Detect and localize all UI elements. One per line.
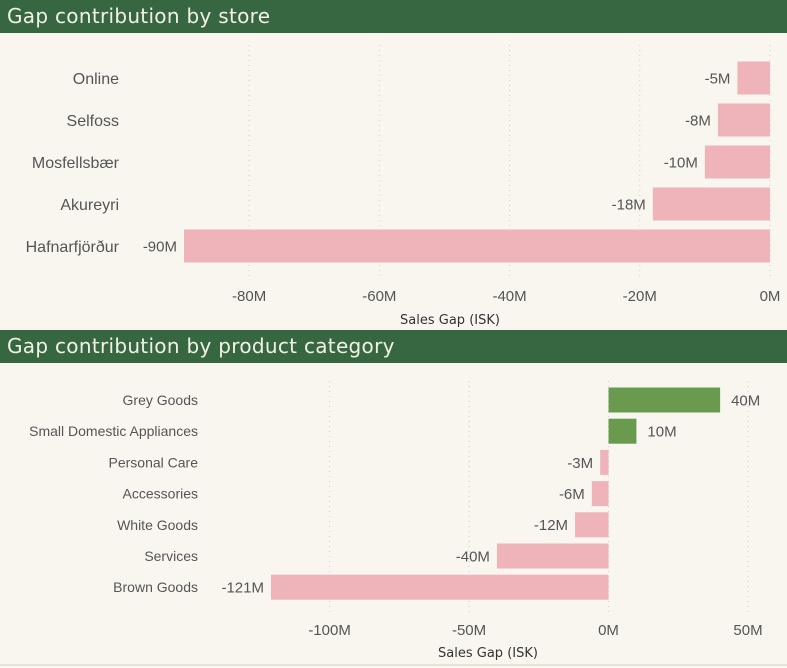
store-data-label: -5M bbox=[705, 70, 731, 87]
store-x-tick-label: -20M bbox=[623, 288, 657, 305]
category-gap-chart: -100M -50M 0M 50M Grey Goods 40M Small Domesti… bbox=[29, 381, 763, 661]
category-data-label: -12M bbox=[534, 517, 568, 534]
store-x-tick-label: 0M bbox=[760, 288, 781, 305]
store-bar bbox=[737, 61, 770, 95]
category-category-label: Accessories bbox=[123, 486, 198, 502]
store-x-tick-label: -40M bbox=[492, 288, 526, 305]
store-bar bbox=[717, 103, 770, 137]
bottom-divider bbox=[0, 664, 787, 666]
store-bar bbox=[184, 229, 770, 263]
category-x-axis-title: Sales Gap (ISK) bbox=[438, 646, 538, 661]
store-x-axis-title: Sales Gap (ISK) bbox=[400, 313, 500, 328]
store-category-label: Hafnarfjörður bbox=[26, 239, 120, 256]
category-bar bbox=[271, 574, 609, 600]
store-data-label: -18M bbox=[612, 196, 646, 213]
category-category-label: Personal Care bbox=[109, 454, 199, 470]
category-bar bbox=[575, 512, 609, 538]
store-category-label: Akureyri bbox=[60, 197, 119, 214]
category-data-label: -40M bbox=[456, 548, 490, 565]
store-gap-chart: -80M -60M -40M -20M 0M Online -5M Selfoss -8M Mos… bbox=[26, 45, 781, 328]
category-data-label: -6M bbox=[559, 486, 585, 503]
category-x-tick-label: 0M bbox=[598, 622, 619, 639]
store-x-tick-label: -60M bbox=[362, 288, 396, 305]
store-category-label: Online bbox=[73, 71, 119, 88]
store-x-tick-label: -80M bbox=[232, 288, 266, 305]
store-category-label: Selfoss bbox=[67, 113, 119, 130]
store-bar bbox=[652, 187, 770, 221]
store-data-label: -10M bbox=[664, 154, 698, 171]
category-data-label: -121M bbox=[221, 580, 264, 597]
category-x-tick-label: -50M bbox=[452, 622, 486, 639]
category-bar bbox=[608, 418, 637, 444]
category-data-label: 10M bbox=[647, 424, 676, 441]
category-category-label: Services bbox=[144, 548, 198, 564]
category-category-label: Grey Goods bbox=[123, 392, 198, 408]
store-panel-title: Gap contribution by store bbox=[0, 0, 787, 33]
category-x-tick-label: 50M bbox=[733, 622, 762, 639]
category-category-label: Small Domestic Appliances bbox=[29, 423, 198, 439]
category-data-label: -3M bbox=[567, 455, 593, 472]
store-data-label: -90M bbox=[143, 238, 177, 255]
category-x-tick-label: -100M bbox=[308, 622, 351, 639]
category-bar bbox=[496, 543, 609, 569]
store-bar bbox=[704, 145, 770, 179]
category-bar bbox=[600, 449, 609, 475]
category-bar bbox=[608, 387, 721, 413]
category-category-label: Brown Goods bbox=[113, 579, 198, 595]
category-category-label: White Goods bbox=[117, 517, 198, 533]
store-category-label: Mosfellsbær bbox=[32, 155, 120, 172]
category-panel-title: Gap contribution by product category bbox=[0, 330, 787, 363]
category-bar bbox=[591, 481, 609, 507]
store-data-label: -8M bbox=[685, 112, 711, 129]
category-data-label: 40M bbox=[731, 392, 760, 409]
